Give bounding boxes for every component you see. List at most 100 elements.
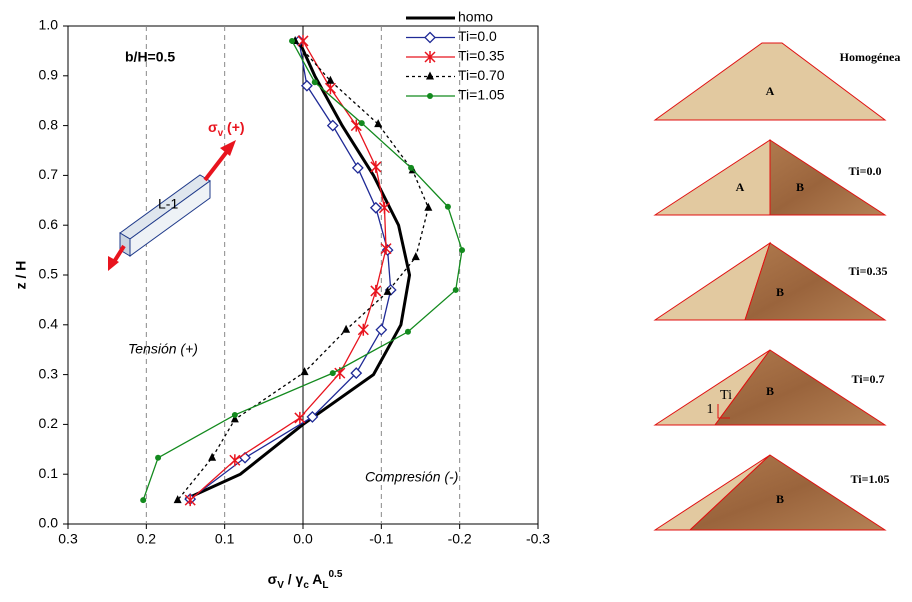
marker [444, 203, 451, 210]
y-tick-label: 0.1 [39, 465, 59, 481]
marker [426, 71, 434, 80]
diagram-title: Ti=0.35 [849, 264, 888, 278]
marker [300, 79, 313, 92]
legend-label: homo [458, 9, 493, 25]
region-label: A [736, 180, 745, 194]
y-tick-label: 0.4 [39, 316, 59, 332]
label-part: A [309, 571, 322, 587]
region-label: A [766, 84, 775, 98]
marker [424, 202, 433, 211]
series-line [184, 40, 412, 501]
marker [370, 160, 382, 173]
region-label: B [766, 384, 774, 398]
marker [155, 454, 162, 461]
marker [358, 120, 365, 127]
marker [404, 328, 411, 335]
label-part: / γ [284, 571, 304, 587]
marker [184, 494, 196, 507]
marker [459, 247, 466, 254]
legend-label: Ti=0.0 [458, 28, 497, 44]
series-line [142, 40, 463, 501]
annotation: σv (+) [208, 119, 245, 139]
annotation: b/H=0.5 [125, 49, 175, 65]
y-tick-label: 0.3 [39, 365, 59, 381]
y-tick-label: 0.5 [39, 266, 59, 282]
marker [329, 370, 336, 377]
x-axis-label: σV / γc AL0.5 [268, 569, 343, 591]
diagram-title: Ti=1.05 [851, 472, 890, 486]
y-tick-label: 0.7 [39, 166, 59, 182]
marker [306, 411, 319, 423]
marker [294, 411, 306, 424]
region-label: 1 [707, 402, 714, 417]
label-part: V [277, 580, 284, 591]
y-tick-label: 0.6 [39, 216, 59, 232]
marker [208, 452, 217, 461]
x-tick-label: 0.1 [215, 531, 235, 547]
marker [427, 93, 433, 99]
label-part: v [218, 128, 224, 139]
marker [300, 367, 309, 376]
x-tick-label: -0.2 [448, 531, 472, 547]
diagram: B Ti 1 Ti=0.7 [653, 349, 887, 426]
x-tick-label: 0.3 [58, 531, 78, 547]
region-label: B [796, 180, 804, 194]
region-label: Ti [720, 388, 732, 403]
marker [173, 495, 182, 504]
marker [408, 164, 415, 171]
annotation: L-1 [158, 196, 178, 212]
marker [311, 79, 318, 86]
diagram: B Ti=0.35 [653, 241, 888, 321]
marker [374, 119, 383, 128]
marker [229, 454, 241, 467]
marker [424, 51, 436, 63]
label-part: L [322, 580, 328, 591]
marker [326, 75, 335, 84]
diagram: A B Ti=0.0 [653, 139, 887, 216]
diagram-title: Ti=0.7 [852, 372, 885, 386]
label-part: (+) [223, 119, 244, 135]
marker [378, 201, 390, 214]
beam-icon [108, 140, 236, 271]
annotation: Compresión (-) [365, 469, 458, 485]
legend-label: Ti=1.05 [458, 87, 505, 103]
marker [324, 82, 336, 95]
marker [370, 284, 382, 297]
marker [351, 162, 364, 174]
series-line [177, 40, 430, 501]
y-tick-label: 1.0 [39, 17, 59, 33]
legend-label: Ti=0.70 [458, 67, 505, 83]
diagram-title: Ti=0.0 [849, 164, 882, 178]
label-part: σ [208, 119, 218, 135]
region-label: B [776, 492, 784, 506]
label-part: σ [268, 571, 278, 587]
label-part: 0.5 [328, 569, 342, 580]
series-line [189, 40, 392, 500]
x-tick-label: -0.3 [526, 531, 550, 547]
marker [380, 242, 392, 255]
legend-label: Ti=0.35 [458, 48, 505, 64]
marker [231, 411, 238, 418]
y-tick-label: 0.2 [39, 415, 59, 431]
y-tick-label: 0.9 [39, 67, 59, 83]
marker [357, 323, 369, 336]
x-tick-label: 0.0 [293, 531, 313, 547]
y-tick-label: 0.8 [39, 116, 59, 132]
diagram-title: Homogénea [840, 50, 901, 64]
diagram: B Ti=1.05 [653, 454, 890, 531]
marker [383, 286, 392, 295]
annotation: Tensión (+) [128, 341, 198, 357]
series-line [189, 40, 387, 501]
marker [230, 414, 239, 423]
region-label: B [776, 285, 784, 299]
marker [369, 201, 382, 214]
marker [375, 323, 388, 336]
marker [424, 31, 436, 44]
marker [350, 367, 363, 380]
marker [326, 119, 339, 132]
label-part: c [303, 580, 309, 591]
marker [452, 286, 459, 293]
y-tick-label: 0.0 [39, 515, 59, 531]
x-tick-label: -0.1 [369, 531, 393, 547]
